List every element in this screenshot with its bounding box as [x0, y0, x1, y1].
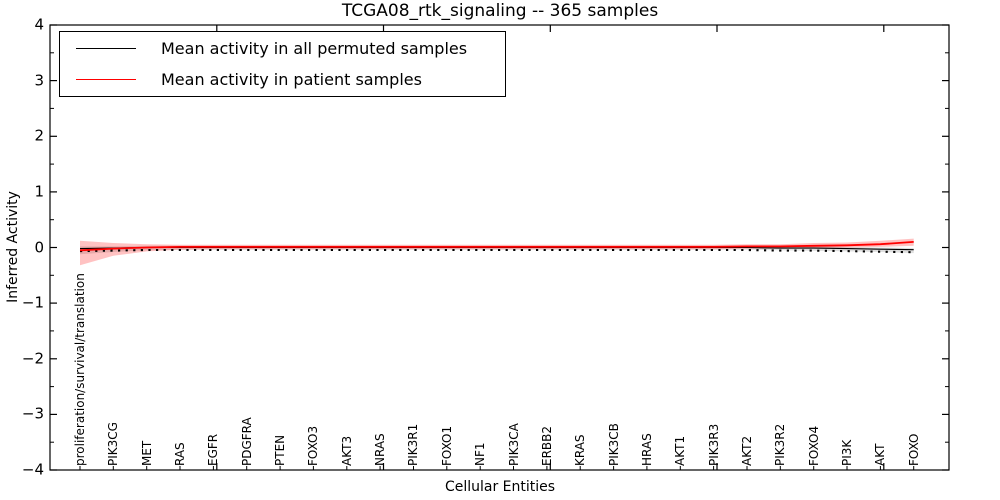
y-tick-label: 1 [34, 182, 44, 201]
y-tick-label: −4 [21, 460, 44, 479]
x-category-label: KRAS [573, 434, 588, 466]
x-category-label: FOXO3 [306, 425, 321, 466]
x-category-label: PIK3CB [606, 423, 621, 466]
x-category-label: PIK3R3 [706, 423, 721, 466]
chart-title: TCGA08_rtk_signaling -- 365 samples [341, 1, 659, 21]
patient-mean-line [79, 241, 914, 252]
x-category-label: MET [139, 440, 154, 466]
x-category-label: PTEN [273, 434, 288, 466]
y-tick-label: −3 [21, 405, 44, 424]
x-category-label: NF1 [473, 442, 488, 466]
y-tick-label: −1 [21, 293, 44, 312]
y-tick-label: 2 [34, 126, 44, 145]
y-tick-label: 3 [34, 71, 44, 90]
x-category-label: FOXO [906, 433, 921, 466]
x-category-label: AKT3 [339, 435, 354, 466]
x-category-label: EGFR [206, 433, 221, 466]
x-category-label: FOXO4 [806, 425, 821, 466]
x-category-label: PDGFRA [239, 417, 254, 466]
legend-line-sample-black [76, 48, 136, 49]
y-axis-label: Inferred Activity [5, 191, 21, 303]
y-tick-label: 4 [34, 15, 44, 34]
x-category-label: PI3K [840, 439, 854, 466]
legend-entry-permuted: Mean activity in all permuted samples [60, 34, 505, 63]
x-category-label: AKT1 [673, 435, 688, 466]
x-category-label: proliferation/survival/translation [73, 273, 87, 466]
x-category-label: AKT [873, 443, 888, 466]
x-category-label: FOXO1 [439, 425, 454, 466]
x-category-label: ERBB2 [539, 425, 554, 466]
legend: Mean activity in all permuted samples Me… [59, 31, 506, 97]
x-category-label: PIK3R2 [773, 423, 788, 466]
legend-entry-patient: Mean activity in patient samples [60, 65, 505, 94]
x-category-label: RAS [173, 442, 188, 466]
x-category-label: AKT2 [739, 435, 754, 466]
patient-samples-std-band [80, 238, 914, 266]
x-category-label: NRAS [373, 433, 388, 466]
y-tick-label: 0 [34, 238, 44, 257]
y-tick-label: −2 [21, 349, 44, 368]
legend-line-sample-red [76, 79, 136, 80]
x-category-label: PIK3R1 [406, 423, 421, 466]
x-category-label: HRAS [639, 433, 654, 466]
x-category-label: PIK3CG [106, 422, 121, 466]
legend-label: Mean activity in patient samples [161, 70, 422, 89]
permuted-mean-dotted-line [79, 248, 914, 254]
x-category-label: PIK3CA [506, 423, 521, 466]
x-axis-label: Cellular Entities [444, 479, 556, 495]
legend-label: Mean activity in all permuted samples [161, 39, 468, 58]
